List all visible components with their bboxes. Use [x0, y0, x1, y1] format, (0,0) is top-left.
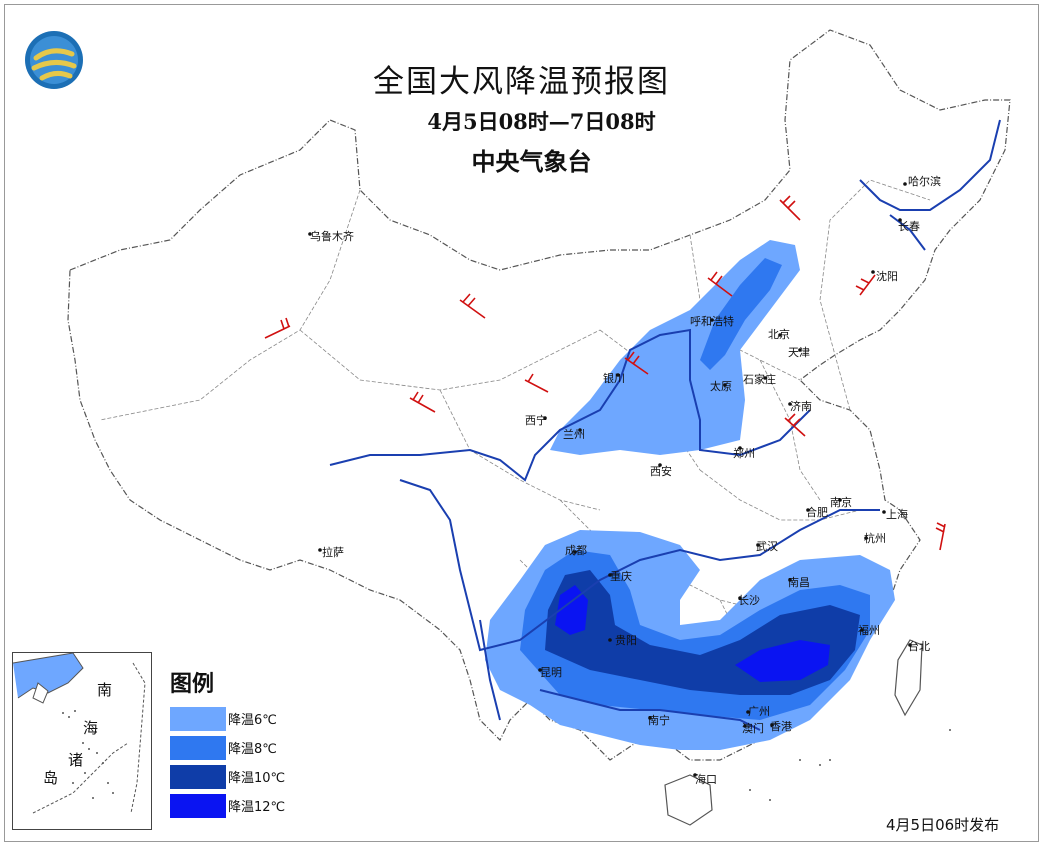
inset-label: 南 — [97, 681, 113, 699]
legend-item-6c: 降温6℃ — [170, 704, 285, 733]
city-label: 兰州 — [563, 428, 585, 441]
legend-item-8c: 降温8℃ — [170, 733, 285, 762]
legend-label: 降温8℃ — [228, 742, 277, 757]
city-label: 西宁 — [525, 414, 547, 427]
issue-time: 4月5日06时发布 — [886, 816, 1000, 834]
city-label: 长沙 — [738, 594, 760, 607]
wind-barb-icon — [624, 351, 649, 375]
city-label: 台北 — [908, 640, 930, 653]
city-label: 澳门 — [742, 722, 764, 735]
wind-barb-icon — [855, 274, 876, 296]
forecast-period: 4月5日08时—7日08时 — [427, 109, 656, 134]
city-label: 重庆 — [610, 570, 632, 583]
city-label: 杭州 — [864, 532, 886, 545]
south-china-sea-dots — [749, 729, 951, 801]
city-label: 北京 — [768, 328, 790, 341]
city-label: 石家庄 — [743, 373, 776, 386]
city-label: 南京 — [830, 496, 852, 509]
city-label: 武汉 — [756, 540, 778, 553]
inset-label: 海 — [83, 719, 99, 737]
lancang-river — [479, 619, 501, 721]
city-label: 广州 — [748, 705, 770, 718]
map-title: 全国大风降温预报图 — [373, 64, 670, 100]
legend-title: 图例 — [170, 671, 215, 697]
wind-barb-icon — [524, 373, 549, 393]
legend-swatch — [170, 764, 226, 789]
city-label: 呼和浩特 — [690, 315, 734, 328]
city-label: 哈尔滨 — [908, 175, 941, 188]
inset-label: 岛 — [43, 769, 59, 787]
south-china-sea-inset: 南 海 诸 岛 — [12, 652, 152, 830]
city-label: 合肥 — [806, 506, 828, 519]
wind-barb-icon — [707, 271, 733, 297]
wind-barb-icon — [779, 195, 801, 221]
cooling-12c-sw — [555, 585, 588, 635]
city-label: 长春 — [898, 220, 920, 233]
city-label: 西安 — [650, 465, 672, 478]
wind-barb-icon — [784, 413, 806, 437]
hainan-island — [664, 774, 713, 826]
cooling-12c-se — [735, 640, 830, 682]
issuing-agency: 中央气象台 — [471, 147, 592, 176]
wind-barb-icon — [459, 293, 486, 319]
city-label: 郑州 — [733, 447, 755, 460]
city-label: 拉萨 — [322, 546, 344, 559]
cma-logo-icon — [25, 31, 83, 89]
taiwan-island — [894, 639, 923, 717]
legend-swatch — [170, 706, 226, 731]
city-label: 太原 — [710, 380, 732, 393]
wind-barb-icon — [409, 391, 436, 413]
legend-swatch — [170, 793, 226, 818]
city-label: 昆明 — [540, 666, 562, 679]
city-label: 南昌 — [788, 576, 810, 589]
legend-swatch — [170, 735, 226, 760]
legend-label: 降温12℃ — [228, 800, 286, 815]
cooling-8c-north — [700, 258, 782, 370]
city-label: 济南 — [790, 400, 812, 413]
map-legend: 图例 降温6℃ 降温8℃ 降温10℃ 降温12℃ — [170, 666, 285, 820]
legend-item-10c: 降温10℃ — [170, 762, 285, 791]
city-label: 海口 — [695, 773, 717, 786]
inset-map — [12, 652, 146, 814]
cooling-zones — [485, 240, 895, 750]
city-label: 香港 — [770, 720, 792, 733]
inset-label: 诸 — [68, 751, 84, 769]
city-label: 南宁 — [648, 714, 670, 727]
city-label: 天津 — [788, 346, 810, 359]
city-label: 贵阳 — [615, 634, 637, 647]
legend-label: 降温10℃ — [228, 771, 286, 786]
city-label: 乌鲁木齐 — [310, 230, 354, 243]
pearl-river — [539, 689, 761, 731]
wind-barb-icon — [264, 317, 291, 339]
yellow-river — [329, 328, 811, 482]
songhua-river — [889, 214, 926, 251]
city-label: 成都 — [565, 544, 587, 557]
city-label: 沈阳 — [876, 270, 898, 283]
wind-barb-icon — [935, 522, 946, 551]
city-label: 银川 — [603, 372, 625, 385]
rivers — [329, 119, 1001, 731]
heilongjiang-river — [859, 119, 1001, 211]
city-label: 上海 — [886, 508, 908, 521]
city-dots — [308, 182, 912, 777]
legend-label: 降温6℃ — [228, 713, 277, 728]
city-label: 福州 — [858, 624, 880, 637]
wind-barbs — [264, 195, 946, 551]
yangtze-river — [399, 479, 880, 652]
legend-item-12c: 降温12℃ — [170, 791, 285, 820]
